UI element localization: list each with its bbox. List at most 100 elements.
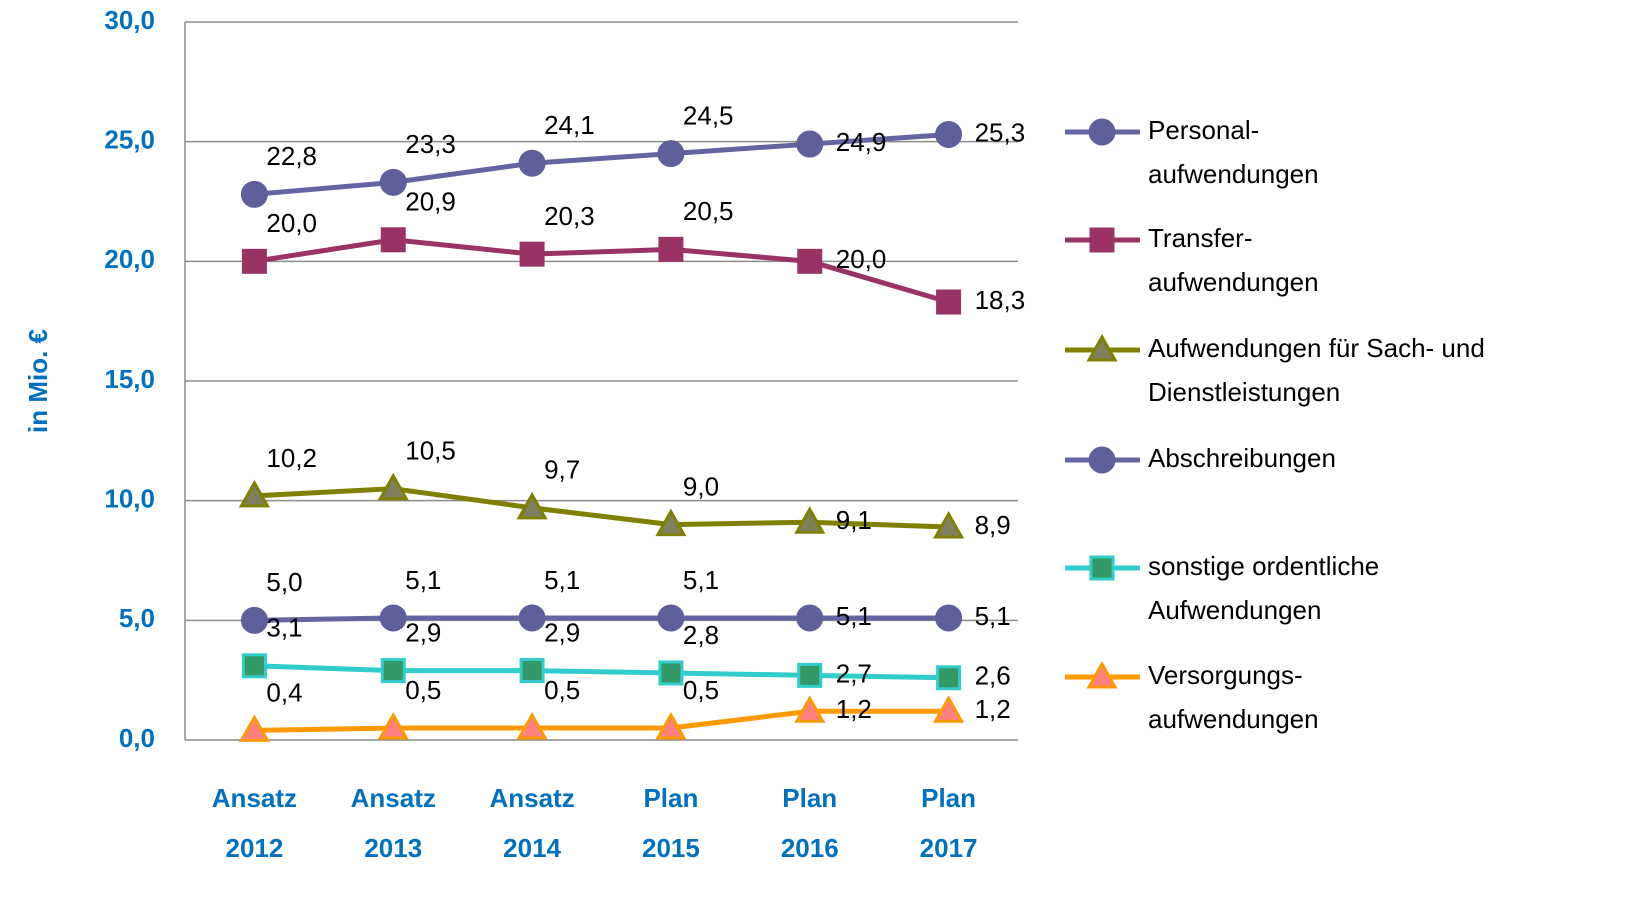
data-point	[794, 695, 826, 723]
data-label: 1,2	[836, 694, 872, 724]
legend-marker	[1088, 118, 1116, 146]
data-label: 24,5	[683, 101, 734, 131]
legend-label: sonstige ordentliche Aufwendungen	[1148, 551, 1379, 625]
legend-label: Personal-aufwendungen	[1148, 115, 1319, 189]
data-label: 0,4	[266, 677, 302, 707]
data-point	[794, 506, 826, 534]
x-tick-label: Ansatz 2014	[489, 783, 574, 863]
data-point	[238, 714, 270, 742]
legend-label: Versorgungs-aufwendungen	[1148, 660, 1319, 734]
data-label: 20,0	[836, 244, 887, 274]
data-label: 24,1	[544, 110, 595, 140]
legend-marker	[1089, 555, 1115, 581]
data-point	[797, 662, 823, 688]
data-label: 5,1	[405, 565, 441, 595]
data-label: 2,8	[683, 620, 719, 650]
data-label: 22,8	[266, 141, 317, 171]
data-label: 20,0	[266, 208, 317, 238]
legend-label: Transfer-aufwendungen	[1148, 223, 1319, 297]
y-tick-label: 0,0	[119, 723, 155, 753]
data-label: 0,5	[405, 675, 441, 705]
data-label: 5,1	[975, 601, 1011, 631]
data-label: 5,0	[266, 567, 302, 597]
data-label: 20,3	[544, 201, 595, 231]
data-label: 9,0	[683, 471, 719, 501]
data-label: 5,1	[544, 565, 580, 595]
data-label: 0,5	[544, 675, 580, 705]
data-point	[240, 180, 268, 208]
data-point	[238, 479, 270, 508]
data-point	[657, 604, 685, 632]
data-point	[936, 289, 962, 315]
data-point	[377, 711, 409, 740]
data-label: 9,7	[544, 455, 580, 485]
data-point	[936, 665, 962, 691]
series-line	[254, 708, 949, 733]
x-tick-label: Plan 2017	[920, 783, 978, 863]
series-line	[254, 663, 949, 681]
series-line	[254, 237, 950, 305]
data-label: 2,9	[405, 617, 441, 647]
data-point	[377, 472, 409, 501]
data-point	[796, 130, 824, 158]
data-point	[380, 227, 406, 253]
data-label: 2,9	[544, 617, 580, 647]
data-point	[935, 604, 963, 632]
x-tick-label: Plan 2016	[781, 783, 839, 863]
data-label: 23,3	[405, 129, 456, 159]
y-axis-label: in Mio. €	[23, 329, 53, 433]
data-point	[380, 658, 406, 684]
data-label: 10,5	[405, 436, 456, 466]
y-tick-label: 20,0	[104, 244, 155, 274]
data-point	[518, 149, 546, 177]
data-point	[658, 236, 684, 262]
y-tick-label: 5,0	[119, 603, 155, 633]
data-label: 5,1	[836, 601, 872, 631]
data-label: 9,1	[836, 505, 872, 535]
data-point	[655, 711, 687, 740]
legend-marker	[1088, 446, 1116, 474]
data-point	[797, 248, 823, 274]
x-tick-label: Ansatz 2013	[351, 783, 436, 863]
data-point	[241, 653, 267, 679]
series-line	[254, 615, 949, 623]
data-point	[379, 168, 407, 196]
data-point	[516, 711, 548, 740]
data-label: 5,1	[683, 565, 719, 595]
data-point	[519, 658, 545, 684]
data-point	[519, 241, 545, 267]
series-line	[254, 486, 949, 530]
data-label: 20,9	[405, 187, 456, 217]
data-point	[935, 120, 963, 148]
data-label: 20,5	[683, 196, 734, 226]
data-label: 1,2	[975, 694, 1011, 724]
legend-marker	[1086, 660, 1118, 689]
data-label: 24,9	[836, 127, 887, 157]
data-label: 0,5	[683, 675, 719, 705]
data-point	[657, 140, 685, 168]
data-point	[240, 606, 268, 634]
data-label: 18,3	[975, 285, 1026, 315]
legend-marker	[1086, 333, 1118, 362]
data-point	[516, 491, 548, 520]
data-label: 10,2	[266, 443, 317, 473]
data-label: 25,3	[975, 117, 1026, 147]
data-label: 3,1	[266, 613, 302, 643]
y-tick-label: 10,0	[104, 484, 155, 514]
legend-label: Abschreibungen	[1148, 443, 1336, 473]
data-point	[933, 695, 965, 723]
x-tick-label: Plan 2015	[642, 783, 700, 863]
data-label: 8,9	[975, 510, 1011, 540]
y-tick-label: 15,0	[104, 364, 155, 394]
data-point	[933, 510, 965, 539]
data-point	[658, 660, 684, 686]
data-point	[796, 604, 824, 632]
legend-marker	[1089, 227, 1115, 253]
data-point	[655, 508, 687, 537]
data-label: 2,7	[836, 658, 872, 688]
y-tick-label: 30,0	[104, 5, 155, 35]
legend-label: Aufwendungen für Sach- und Dienstleistung…	[1148, 333, 1485, 407]
series-line	[254, 131, 949, 197]
data-point	[379, 604, 407, 632]
